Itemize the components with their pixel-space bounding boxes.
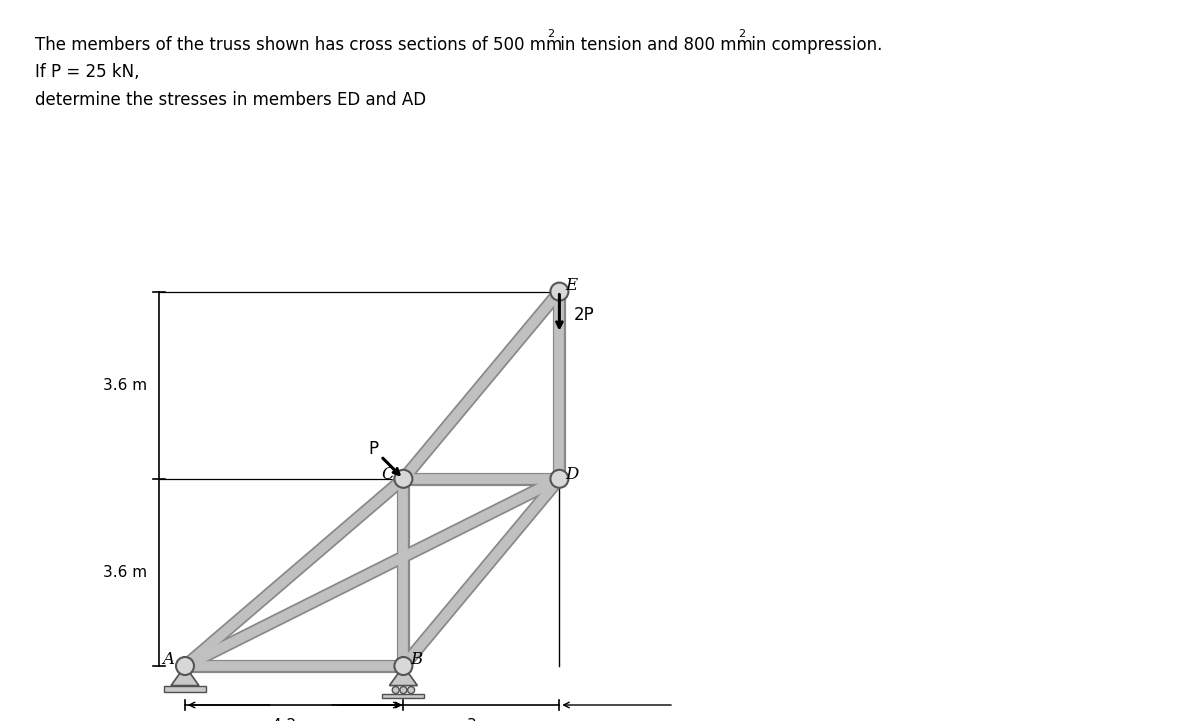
Circle shape (408, 686, 415, 694)
Text: P: P (368, 441, 379, 458)
Circle shape (176, 657, 194, 675)
Circle shape (551, 470, 569, 488)
Circle shape (395, 657, 413, 675)
Text: 2: 2 (547, 29, 554, 39)
Polygon shape (172, 666, 199, 686)
Text: 2: 2 (738, 29, 745, 39)
Bar (383, 694, 425, 698)
Text: determine the stresses in members ED and AD: determine the stresses in members ED and… (35, 91, 426, 109)
Text: B: B (410, 652, 422, 668)
Circle shape (392, 686, 400, 694)
Text: in compression.: in compression. (746, 36, 882, 54)
Text: 3.6 m: 3.6 m (103, 565, 148, 580)
Text: If P = 25 kN,: If P = 25 kN, (35, 63, 139, 81)
Text: 3 m: 3 m (467, 718, 496, 721)
Text: E: E (565, 277, 577, 294)
Polygon shape (390, 666, 418, 686)
Text: 3.6 m: 3.6 m (103, 378, 148, 393)
Text: 2P: 2P (574, 306, 594, 324)
Text: in tension and 800 mm: in tension and 800 mm (554, 36, 752, 54)
Text: A: A (162, 652, 174, 668)
Text: D: D (565, 466, 580, 483)
Circle shape (395, 470, 413, 488)
Text: C: C (382, 466, 394, 483)
Circle shape (551, 283, 569, 301)
Text: 4.2 m: 4.2 m (272, 718, 316, 721)
Text: The members of the truss shown has cross sections of 500 mm: The members of the truss shown has cross… (35, 36, 563, 54)
Circle shape (400, 686, 407, 694)
Bar (164, 686, 206, 692)
